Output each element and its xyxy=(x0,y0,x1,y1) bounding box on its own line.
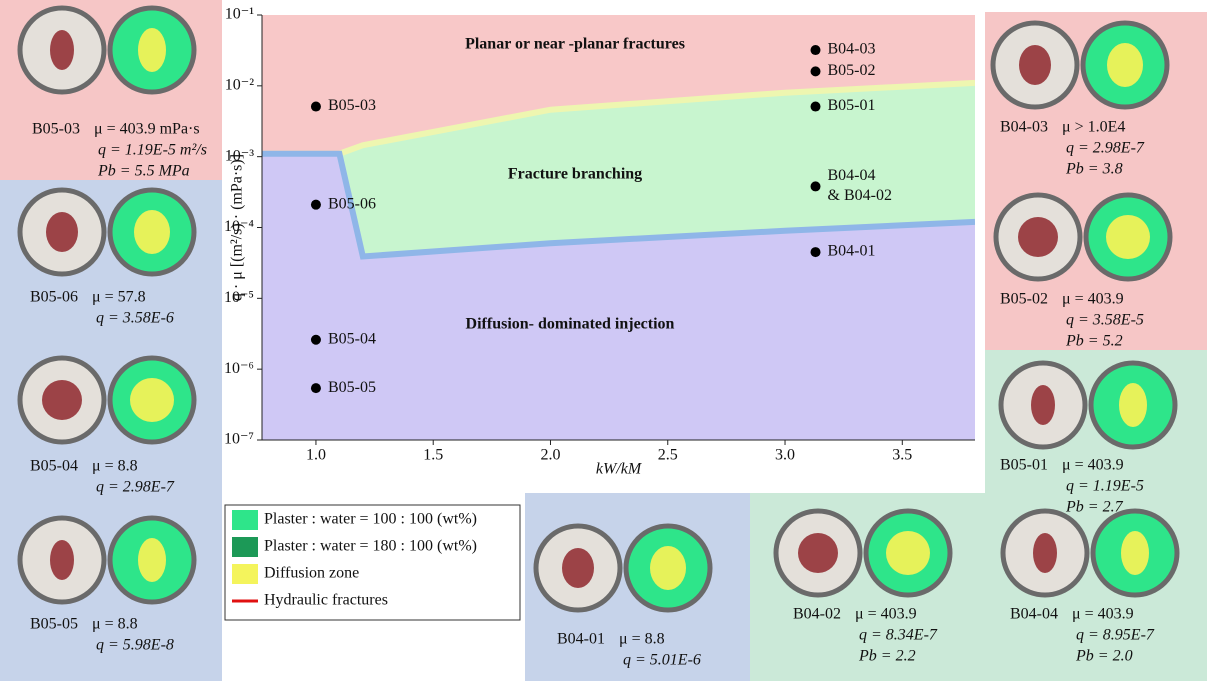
specimen-mu: μ = 403.9 xyxy=(855,606,917,623)
injection-stain xyxy=(1018,217,1058,257)
diffusion-zone xyxy=(1121,531,1149,575)
specimen-id: B05-06 xyxy=(30,289,78,306)
data-point xyxy=(311,200,321,210)
specimen-pb: Pb = 5.2 xyxy=(1065,333,1123,350)
specimen-q: q = 8.34E-7 xyxy=(859,627,938,644)
data-point xyxy=(311,335,321,345)
point-label: B04-01 xyxy=(828,243,876,260)
legend-swatch xyxy=(232,564,258,584)
specimen-q: q = 2.98E-7 xyxy=(96,479,175,496)
specimen-id: B04-04 xyxy=(1010,606,1058,623)
data-point xyxy=(811,247,821,257)
injection-stain xyxy=(50,30,74,70)
data-point xyxy=(311,102,321,112)
specimen-q: q = 5.01E-6 xyxy=(623,652,701,669)
legend-label: Diffusion zone xyxy=(264,565,359,582)
specimen-mu: μ = 8.8 xyxy=(619,631,665,648)
point-label: B05-04 xyxy=(328,330,376,347)
injection-stain xyxy=(1033,533,1057,573)
specimen-pb: Pb = 3.8 xyxy=(1065,161,1123,178)
specimen-id: B04-02 xyxy=(793,606,841,623)
specimen-id: B05-05 xyxy=(30,616,78,633)
specimen-id: B05-01 xyxy=(1000,457,1048,474)
specimen-mu: μ = 403.9 xyxy=(1072,606,1134,623)
injection-stain xyxy=(1019,45,1051,85)
diffusion-zone xyxy=(138,28,166,72)
x-tick-label: 2.5 xyxy=(658,447,678,464)
point-label: B05-05 xyxy=(328,379,376,396)
diffusion-zone xyxy=(1107,43,1143,87)
point-label: B04-03 xyxy=(828,41,876,58)
diffusion-zone xyxy=(138,538,166,582)
specimen-q: q = 1.19E-5 xyxy=(1066,478,1144,495)
region-label: Fracture branching xyxy=(508,166,642,183)
x-tick-label: 1.5 xyxy=(423,447,443,464)
data-point xyxy=(811,102,821,112)
point-label: B05-01 xyxy=(828,97,876,114)
point-label: B05-02 xyxy=(828,62,876,79)
specimen-mu: μ = 8.8 xyxy=(92,616,138,633)
specimen-q: q = 1.19E-5 m²/s xyxy=(98,142,207,159)
specimen-pb: Pb = 5.5 MPa xyxy=(97,163,190,180)
legend-label: Plaster : water = 100 : 100 (wt%) xyxy=(264,511,477,528)
specimen-q: q = 3.58E-6 xyxy=(96,310,174,327)
point-label: B04-04 xyxy=(828,167,876,184)
point-label: B05-06 xyxy=(328,195,376,212)
x-tick-label: 3.5 xyxy=(892,447,912,464)
diffusion-zone xyxy=(1119,383,1147,427)
y-tick-label: 10⁻⁷ xyxy=(224,431,254,448)
specimen-q: q = 2.98E-7 xyxy=(1066,140,1145,157)
region-label: Diffusion- dominated injection xyxy=(466,316,675,333)
diffusion-zone xyxy=(1106,215,1150,259)
specimen-mu: μ = 403.9 mPa·s xyxy=(94,121,200,138)
figure: Planar or near -planar fractures Fracture… xyxy=(0,0,1207,681)
x-tick-label: 2.0 xyxy=(540,447,560,464)
injection-stain xyxy=(42,380,82,420)
data-point xyxy=(811,66,821,76)
region-label: Planar or near -planar fractures xyxy=(465,36,685,53)
right-cover xyxy=(975,0,985,441)
specimen-mu: μ = 403.9 xyxy=(1062,291,1124,308)
x-tick-label: 1.0 xyxy=(306,447,326,464)
specimen-id: B04-01 xyxy=(557,631,605,648)
specimen-id: B05-03 xyxy=(32,121,80,138)
injection-stain xyxy=(1031,385,1055,425)
specimen-mu: μ > 1.0E4 xyxy=(1062,119,1125,136)
specimen-mu: μ = 8.8 xyxy=(92,458,138,475)
injection-stain xyxy=(46,212,78,252)
y-tick-label: 10⁻⁶ xyxy=(224,360,254,377)
specimen-id: B05-04 xyxy=(30,458,78,475)
specimen-id: B05-02 xyxy=(1000,291,1048,308)
y-axis-label: q · μ [(m²/s) · (mPa·s)] xyxy=(229,154,246,301)
data-point xyxy=(811,45,821,55)
legend-label: Plaster : water = 180 : 100 (wt%) xyxy=(264,538,477,555)
specimen-q: q = 3.58E-5 xyxy=(1066,312,1144,329)
legend-swatch xyxy=(232,537,258,557)
diffusion-zone xyxy=(134,210,170,254)
y-tick-label: 10⁻¹ xyxy=(225,6,254,23)
diffusion-zone xyxy=(650,546,686,590)
diffusion-zone xyxy=(886,531,930,575)
specimen-q: q = 8.95E-7 xyxy=(1076,627,1155,644)
specimen-q: q = 5.98E-8 xyxy=(96,637,174,654)
legend-label: Hydraulic fractures xyxy=(264,592,388,609)
diffusion-zone xyxy=(130,378,174,422)
specimen-id: B04-03 xyxy=(1000,119,1048,136)
data-point xyxy=(311,383,321,393)
specimen-mu: μ = 403.9 xyxy=(1062,457,1124,474)
y-tick-label: 10⁻² xyxy=(225,77,254,94)
specimen-pb: Pb = 2.0 xyxy=(1075,648,1133,665)
injection-stain xyxy=(50,540,74,580)
specimen-pb: Pb = 2.7 xyxy=(1065,499,1124,516)
specimen-mu: μ = 57.8 xyxy=(92,289,146,306)
data-point xyxy=(811,181,821,191)
specimen-pb: Pb = 2.2 xyxy=(858,648,916,665)
x-tick-label: 3.0 xyxy=(775,447,795,464)
point-label: & B04-02 xyxy=(828,187,892,204)
x-axis-label: kW/kM xyxy=(596,461,643,478)
legend-swatch xyxy=(232,510,258,530)
point-label: B05-03 xyxy=(328,97,376,114)
injection-stain xyxy=(562,548,594,588)
injection-stain xyxy=(798,533,838,573)
